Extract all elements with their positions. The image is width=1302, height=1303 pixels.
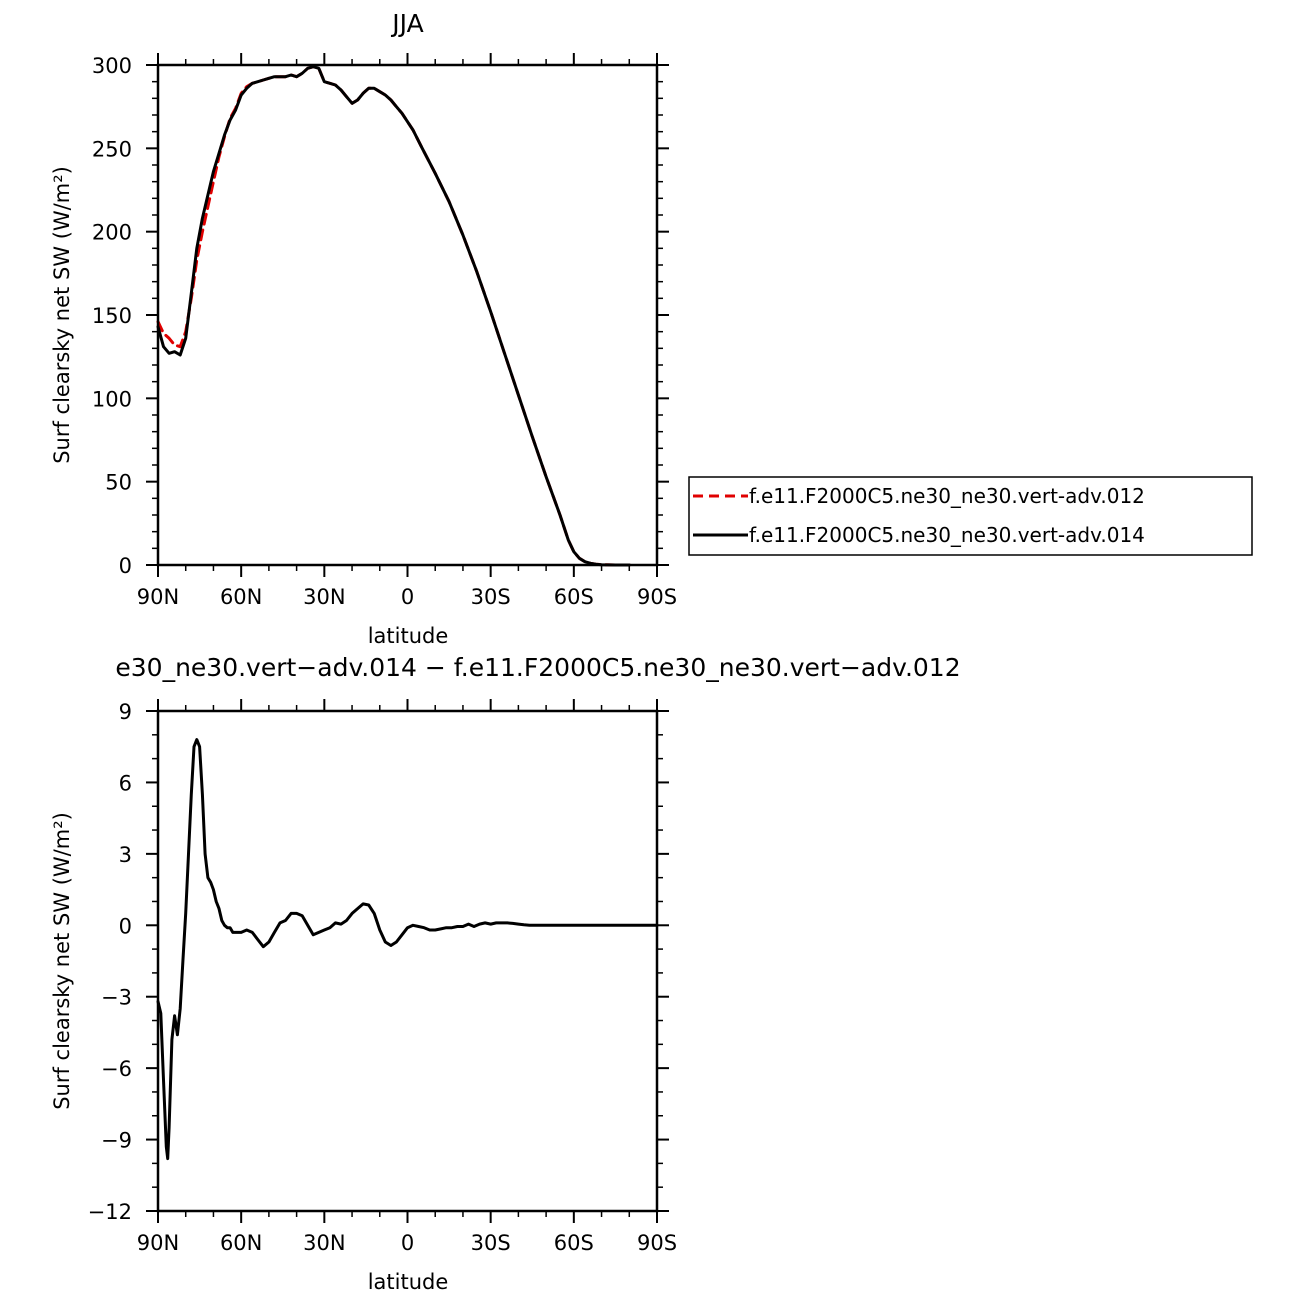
x-tick-label: 90S	[637, 585, 677, 609]
legend-entry-012: f.e11.F2000C5.ne30_ne30.vert-adv.012	[749, 484, 1145, 508]
x-tick-label: 60N	[220, 585, 262, 609]
y-tick-label: 0	[119, 554, 132, 578]
x-tick-label: 90S	[637, 1231, 677, 1255]
y-tick-label: 6	[119, 771, 132, 795]
x-tick-label: 30S	[471, 1231, 511, 1255]
top-ticks	[146, 53, 669, 577]
y-tick-label: 300	[92, 54, 132, 78]
top-y-ticklabels: 0 50 100 150 200 250 300	[92, 54, 132, 578]
series-line-bot-0	[156, 738, 659, 1161]
x-tick-label: 90N	[137, 585, 179, 609]
series-line-top-1	[156, 65, 631, 567]
x-tick-label: 30N	[303, 1231, 345, 1255]
bottom-panel: e30_ne30.vert−adv.014 − f.e11.F2000C5.ne…	[50, 653, 961, 1294]
top-series-group	[156, 65, 631, 567]
y-tick-label: −12	[88, 1200, 132, 1224]
y-tick-label: 0	[119, 914, 132, 938]
top-plot-frame	[156, 63, 659, 567]
bottom-x-axis-label: latitude	[368, 1270, 449, 1294]
top-y-axis-label: Surf clearsky net SW (W/m²)	[50, 166, 74, 464]
top-chart-title: JJA	[390, 9, 423, 38]
bottom-y-ticklabels: −12 −9 −6 −3 0 3 6 9	[88, 700, 132, 1224]
y-tick-label: 9	[119, 700, 132, 724]
top-panel: JJA 90N 60N 30N 0 30S 60S 90S 0 50 100 150 200 250 3…	[50, 9, 677, 648]
top-x-axis-label: latitude	[368, 624, 449, 648]
y-tick-label: 3	[119, 843, 132, 867]
x-tick-label: 60N	[220, 1231, 262, 1255]
x-tick-label: 30N	[303, 585, 345, 609]
y-tick-label: 250	[92, 137, 132, 161]
top-x-ticklabels: 90N 60N 30N 0 30S 60S 90S	[137, 585, 677, 609]
series-line-top-0	[156, 65, 631, 567]
bottom-series-group	[156, 738, 659, 1161]
y-tick-label: 50	[105, 471, 132, 495]
y-tick-label: −6	[101, 1057, 132, 1081]
bottom-y-axis-label: Surf clearsky net SW (W/m²)	[50, 812, 74, 1110]
y-tick-label: 150	[92, 304, 132, 328]
y-tick-label: −9	[101, 1129, 132, 1153]
x-tick-label: 30S	[471, 585, 511, 609]
bottom-x-ticklabels: 90N 60N 30N 0 30S 60S 90S	[137, 1231, 677, 1255]
y-tick-label: 100	[92, 387, 132, 411]
x-tick-label: 0	[401, 1231, 414, 1255]
y-tick-label: −3	[101, 986, 132, 1010]
legend: f.e11.F2000C5.ne30_ne30.vert-adv.012 f.e…	[688, 476, 1253, 556]
x-tick-label: 90N	[137, 1231, 179, 1255]
bottom-chart-title: e30_ne30.vert−adv.014 − f.e11.F2000C5.ne…	[115, 653, 960, 682]
legend-entry-014: f.e11.F2000C5.ne30_ne30.vert-adv.014	[749, 523, 1145, 547]
legend-box	[688, 476, 1253, 556]
bottom-ticks	[146, 699, 669, 1223]
bottom-plot-frame	[156, 709, 659, 1213]
y-tick-label: 200	[92, 221, 132, 245]
x-tick-label: 60S	[554, 1231, 594, 1255]
x-tick-label: 60S	[554, 585, 594, 609]
x-tick-label: 0	[401, 585, 414, 609]
